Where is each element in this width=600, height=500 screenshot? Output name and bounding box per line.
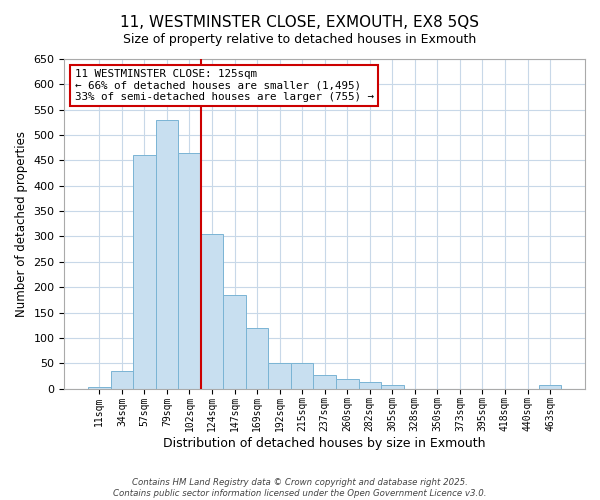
Bar xyxy=(88,386,110,388)
Bar xyxy=(110,371,133,388)
Bar xyxy=(201,234,223,388)
Bar xyxy=(223,295,246,388)
Text: 11 WESTMINSTER CLOSE: 125sqm
← 66% of detached houses are smaller (1,495)
33% of: 11 WESTMINSTER CLOSE: 125sqm ← 66% of de… xyxy=(75,69,374,102)
Bar xyxy=(155,120,178,388)
Bar xyxy=(313,375,336,388)
Bar xyxy=(246,328,268,388)
Text: 11, WESTMINSTER CLOSE, EXMOUTH, EX8 5QS: 11, WESTMINSTER CLOSE, EXMOUTH, EX8 5QS xyxy=(121,15,479,30)
Y-axis label: Number of detached properties: Number of detached properties xyxy=(15,131,28,317)
X-axis label: Distribution of detached houses by size in Exmouth: Distribution of detached houses by size … xyxy=(163,437,486,450)
Bar xyxy=(539,385,562,388)
Text: Contains HM Land Registry data © Crown copyright and database right 2025.
Contai: Contains HM Land Registry data © Crown c… xyxy=(113,478,487,498)
Bar xyxy=(178,153,201,388)
Text: Size of property relative to detached houses in Exmouth: Size of property relative to detached ho… xyxy=(124,32,476,46)
Bar xyxy=(291,363,313,388)
Bar xyxy=(336,380,359,388)
Bar xyxy=(359,382,381,388)
Bar xyxy=(268,363,291,388)
Bar xyxy=(133,156,155,388)
Bar xyxy=(381,385,404,388)
